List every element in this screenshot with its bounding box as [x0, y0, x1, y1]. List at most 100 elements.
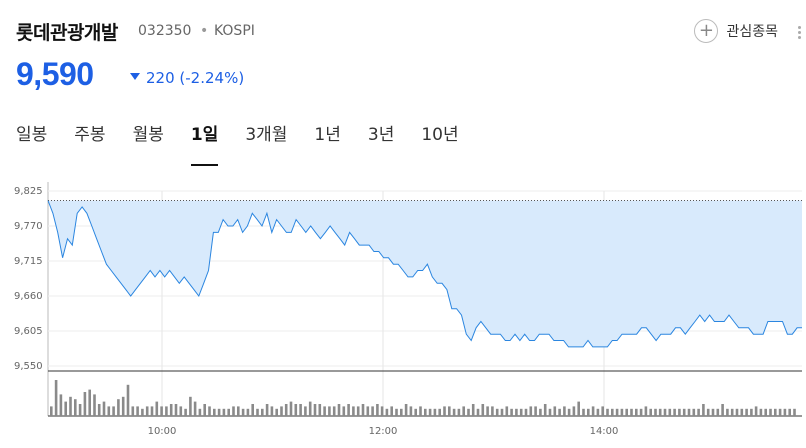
volume-bar: [491, 406, 494, 416]
volume-bar: [304, 406, 307, 416]
volume-bar: [668, 408, 672, 416]
volume-bar: [275, 408, 278, 416]
volume-bar: [553, 406, 557, 416]
watchlist-label: 관심종목: [726, 24, 778, 40]
volume-bar: [548, 408, 552, 416]
volume-bar: [443, 406, 446, 416]
volume-bar: [88, 389, 91, 416]
volume-bar: [328, 406, 331, 416]
volume-bar: [769, 408, 772, 416]
volume-bar: [654, 408, 657, 416]
volume-bar: [347, 404, 350, 416]
volume-bar: [428, 408, 432, 416]
volume-bar: [380, 406, 384, 416]
volume-bar: [337, 404, 341, 416]
volume-bar: [678, 408, 681, 416]
volume-bar: [342, 406, 346, 416]
volume-bar: [400, 408, 403, 416]
volume-bar: [193, 401, 197, 416]
volume-bar: [213, 408, 216, 416]
volume-bar: [457, 408, 461, 416]
y-tick-label: 9,660: [14, 291, 43, 302]
volume-bar: [332, 406, 336, 416]
volume-bar: [141, 408, 144, 416]
volume-bar: [395, 408, 398, 416]
volume-bar: [745, 408, 748, 416]
tab-weekly[interactable]: 주봉: [74, 125, 106, 145]
stock-header: 롯데관광개발 032350 • KOSPI + 관심종목: [16, 16, 806, 48]
volume-bar: [69, 396, 72, 416]
volume-bar: [730, 408, 734, 416]
volume-bar: [265, 404, 269, 416]
volume-bar: [697, 408, 700, 416]
volume-bar: [706, 408, 710, 416]
volume-bar: [131, 406, 135, 416]
volume-bar: [136, 406, 139, 416]
volume-bar: [438, 408, 441, 416]
volume-bar: [711, 408, 715, 416]
volume-bar: [673, 408, 676, 416]
volume-bar: [433, 408, 437, 416]
x-tick-label: 12:00: [369, 426, 398, 437]
volume-bar: [117, 399, 120, 416]
volume-bar: [241, 408, 245, 416]
volume-bar: [764, 408, 767, 416]
price-line: [47, 200, 802, 348]
volume-bar: [160, 406, 163, 416]
volume-bar: [232, 406, 235, 416]
separator-dot: •: [200, 23, 209, 39]
volume-bar: [615, 408, 619, 416]
volume-bar: [284, 404, 288, 416]
volume-bar: [567, 408, 571, 416]
volume-bar: [419, 406, 422, 416]
tab-1day[interactable]: 1일: [190, 120, 219, 166]
y-tick-label: 9,715: [14, 256, 43, 267]
tab-10years[interactable]: 10년: [421, 125, 459, 145]
change-percent: (-2.24%): [179, 69, 245, 87]
volume-bar: [783, 408, 787, 416]
volume-bar: [352, 406, 355, 416]
volume-bar: [534, 406, 537, 416]
volume-bar: [649, 408, 652, 416]
volume-bar: [539, 408, 542, 416]
volume-bar: [126, 384, 130, 416]
volume-bar: [155, 401, 159, 416]
volume-bar: [203, 404, 206, 416]
volume-bar: [563, 406, 566, 416]
volume-bar: [639, 408, 643, 416]
volume-bar: [510, 408, 513, 416]
volume-bar: [64, 401, 67, 416]
tab-3months[interactable]: 3개월: [245, 125, 288, 145]
current-price: 9,590: [16, 56, 94, 92]
volume-bar: [270, 406, 274, 416]
volume-bar: [179, 406, 183, 416]
tab-3years[interactable]: 3년: [367, 125, 395, 145]
volume-bar: [644, 406, 648, 416]
volume-bar: [500, 408, 504, 416]
y-tick-label: 9,770: [14, 221, 43, 232]
watchlist-button[interactable]: + 관심종목: [694, 18, 778, 44]
volume-bar: [750, 408, 753, 416]
more-vertical-icon[interactable]: [798, 26, 802, 40]
volume-bar: [452, 408, 456, 416]
volume-bar: [759, 408, 763, 416]
volume-bar: [481, 404, 485, 416]
change-amount: 220: [146, 69, 175, 87]
volume-bar: [529, 406, 533, 416]
period-tabs: 일봉 주봉 월봉 1일 3개월 1년 3년 10년: [16, 120, 486, 166]
tab-1year[interactable]: 1년: [314, 125, 341, 145]
volume-bar: [97, 404, 101, 416]
volume-bar: [630, 408, 633, 416]
volume-bar: [256, 408, 259, 416]
volume-bar: [294, 404, 298, 416]
volume-bar: [165, 406, 168, 416]
tab-daily[interactable]: 일봉: [16, 125, 48, 145]
tab-monthly[interactable]: 월봉: [132, 125, 164, 145]
volume-bar: [519, 408, 523, 416]
volume-bar: [261, 408, 264, 416]
volume-bar: [716, 408, 720, 416]
volume-bar: [591, 406, 595, 416]
volume-bar: [169, 404, 173, 416]
volume-bar: [414, 408, 417, 416]
